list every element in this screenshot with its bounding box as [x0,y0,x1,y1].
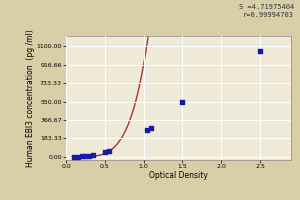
Point [83,155,88,158]
Point [71,155,76,159]
Point [102,151,107,154]
Text: S =4.71975404
r=0.99994703: S =4.71975404 r=0.99994703 [239,4,294,18]
Y-axis label: Human EBI3 concentration  (pg /ml): Human EBI3 concentration (pg /ml) [26,29,35,167]
X-axis label: Optical Density: Optical Density [149,171,208,180]
Point [258,50,262,53]
Point [75,155,80,158]
Point [106,150,111,153]
Point [149,126,154,129]
Point [180,100,185,104]
Point [87,154,92,157]
Point [79,155,84,158]
Point [91,154,96,157]
Point [145,128,150,131]
